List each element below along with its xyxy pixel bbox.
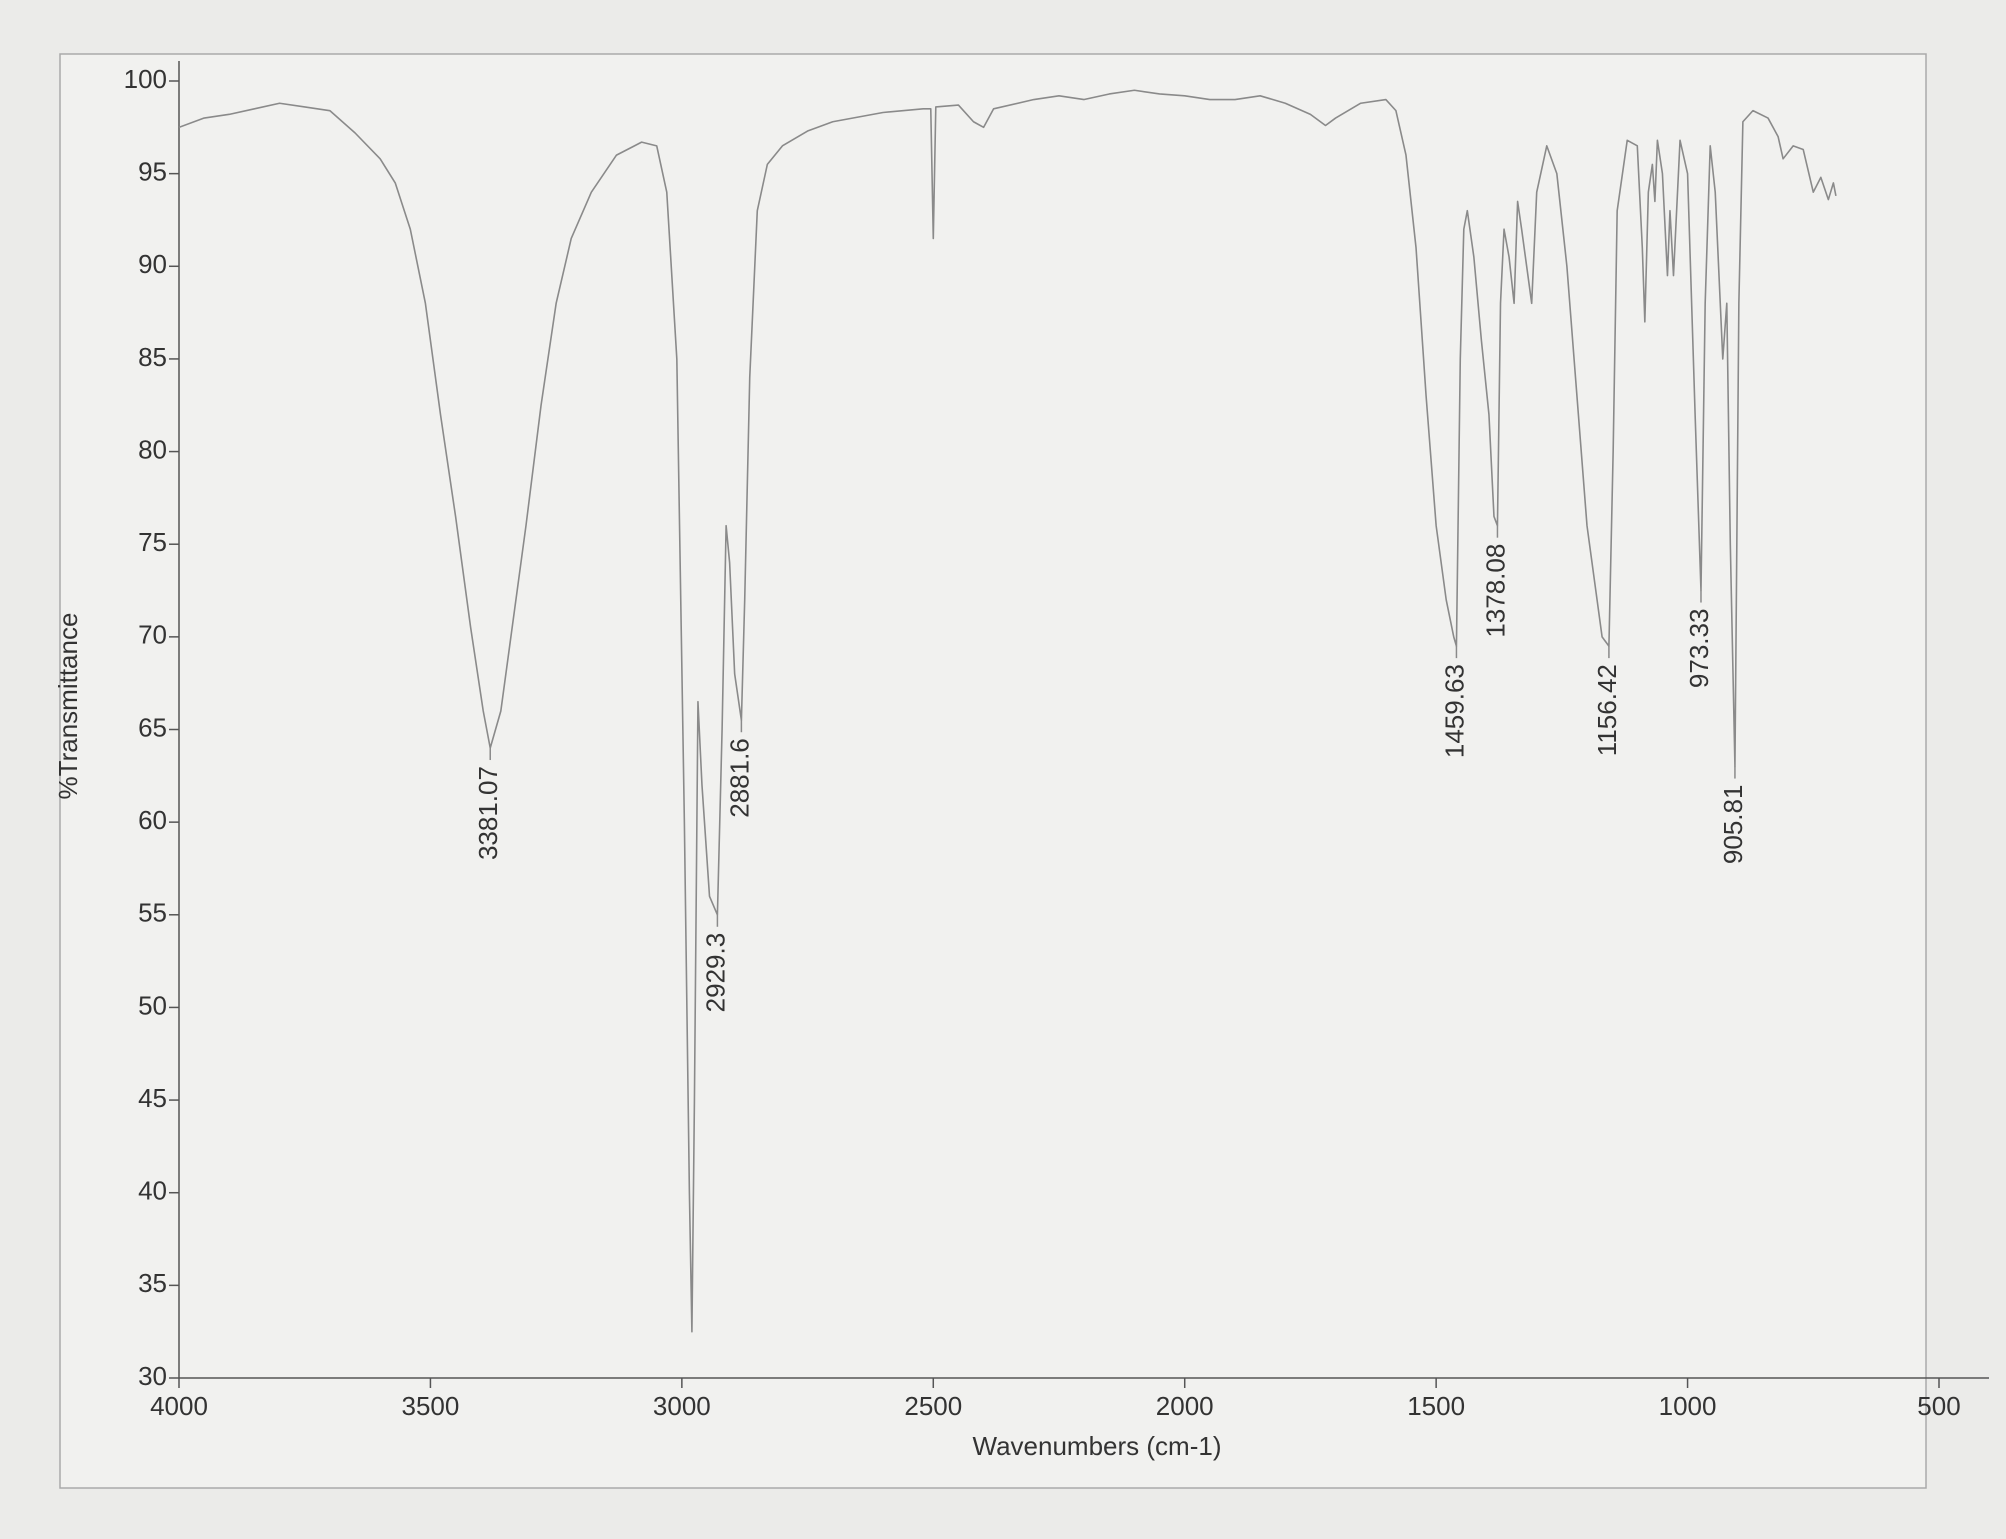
y-tick-label: 55: [138, 898, 167, 928]
spectrum-line: [178, 89, 1837, 1333]
y-tick-label: 35: [138, 1268, 167, 1298]
y-tick-label: 40: [138, 1176, 167, 1206]
y-tick-label: 75: [138, 527, 167, 557]
y-tick-label: 30: [138, 1361, 167, 1391]
x-tick-label: 4000: [150, 1391, 208, 1421]
x-tick-label: 2000: [1156, 1391, 1214, 1421]
peak-label: 1459.63: [1439, 664, 1469, 758]
x-axis-label: Wavenumbers (cm-1): [973, 1431, 1222, 1461]
y-tick-label: 65: [138, 712, 167, 742]
peak-label: 1156.42: [1592, 664, 1622, 756]
peak-label: 2881.6: [724, 738, 754, 818]
y-tick-label: 90: [138, 249, 167, 279]
x-tick-label: 2500: [904, 1391, 962, 1421]
peak-label: 905.81: [1718, 785, 1748, 865]
y-tick-label: 95: [138, 157, 167, 187]
y-tick-label: 100: [124, 64, 167, 94]
peak-label: 3381.07: [473, 766, 503, 860]
y-tick-label: 80: [138, 434, 167, 464]
x-tick-label: 3000: [653, 1391, 711, 1421]
y-axis-label: %Transmittance: [53, 613, 83, 800]
peak-label: 2929.3: [700, 933, 730, 1013]
x-tick-label: 500: [1917, 1391, 1960, 1421]
peak-label: 1378.08: [1480, 544, 1510, 638]
y-tick-label: 50: [138, 990, 167, 1020]
y-tick-label: 45: [138, 1083, 167, 1113]
y-tick-label: 60: [138, 805, 167, 835]
y-tick-label: 70: [138, 620, 167, 650]
x-tick-label: 3500: [402, 1391, 460, 1421]
peak-label: 973.33: [1684, 609, 1714, 689]
x-tick-label: 1000: [1659, 1391, 1717, 1421]
y-tick-label: 85: [138, 342, 167, 372]
x-tick-label: 1500: [1407, 1391, 1465, 1421]
